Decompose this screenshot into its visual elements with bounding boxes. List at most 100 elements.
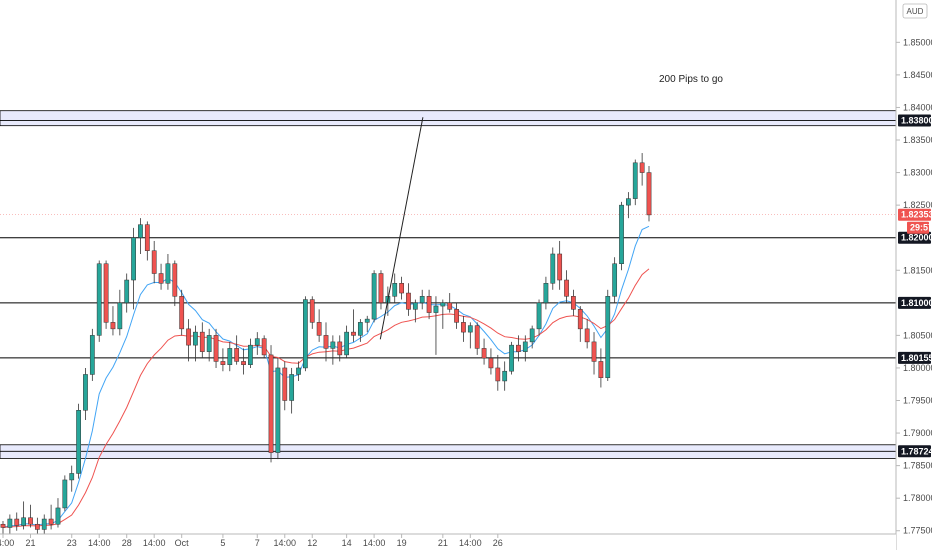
y-tick-label: 1.83500 — [903, 135, 932, 145]
x-tick-label: 5 — [220, 538, 225, 548]
y-tick-label: 1.84500 — [903, 70, 932, 80]
candle-body — [261, 338, 267, 356]
candle-body — [454, 309, 459, 323]
x-tick-label: 23 — [67, 538, 77, 548]
candle-body — [69, 473, 75, 481]
candlesticks — [0, 153, 652, 538]
time-axis[interactable]: 14:00 21 23 14:00 28 14:00 Oct 5 7 14:00 12 14 14:00… — [0, 533, 896, 550]
candle-body — [213, 335, 219, 362]
level-price-tag: 1.81000 — [901, 298, 932, 308]
candle-body — [598, 361, 604, 378]
candle-body — [199, 331, 205, 352]
candle-body — [495, 367, 501, 382]
candle-body — [316, 322, 322, 336]
candle-body — [206, 335, 212, 352]
y-tick-label: 1.82500 — [903, 200, 932, 210]
candle-body — [337, 341, 343, 356]
x-tick-label: 7 — [255, 538, 260, 548]
candle-body — [516, 344, 521, 352]
last-price-tag-bg — [898, 208, 931, 221]
candle-body — [639, 162, 645, 173]
candle-body — [502, 370, 508, 382]
candle-body — [522, 341, 528, 352]
y-tick-label: 1.79500 — [903, 396, 932, 406]
candle-body — [62, 479, 68, 509]
candle-body — [351, 331, 356, 336]
candle-body — [227, 348, 233, 365]
candle-body — [76, 410, 81, 474]
candle-body — [632, 162, 638, 199]
candle-body — [14, 518, 20, 526]
candle-body — [571, 296, 576, 310]
x-tick-label: 26 — [493, 538, 503, 548]
candle-body — [626, 198, 631, 206]
x-tick-label: Oct — [175, 538, 190, 548]
x-tick-label: 12 — [307, 538, 317, 548]
candle-body — [34, 523, 40, 530]
candle-body — [151, 250, 157, 274]
price-axis[interactable]: AUD 1.850001.845001.840001.835001.830001… — [895, 0, 932, 550]
candle-body — [543, 283, 549, 304]
annotation-text[interactable]: 200 Pips to go — [659, 74, 723, 85]
time-tick-labels: 14:00 21 23 14:00 28 14:00 Oct 5 7 14:00 12 14 14:00… — [0, 534, 503, 548]
candle-body — [619, 204, 624, 264]
candle-body — [467, 325, 473, 333]
candle-body — [344, 331, 349, 356]
candle-body — [364, 318, 370, 323]
candle-body — [55, 507, 61, 525]
candle-body — [412, 302, 418, 310]
x-tick-label: 14:00 — [0, 538, 14, 548]
last-price-tag: 1.82353 — [901, 210, 932, 220]
candle-body — [392, 283, 398, 297]
candle-body — [83, 374, 88, 411]
candle-body — [371, 273, 377, 320]
candle-body — [131, 237, 136, 281]
y-tick-label: 1.78500 — [903, 461, 932, 471]
candle-body — [399, 283, 404, 294]
trend-line — [379, 117, 424, 340]
level-price-tag: 1.80155 — [901, 353, 932, 363]
candle-body — [89, 335, 95, 375]
candle-body — [193, 331, 198, 346]
candle-body — [591, 341, 597, 362]
candle-body — [234, 348, 240, 362]
candle-body — [248, 344, 253, 365]
candle-body — [7, 518, 13, 528]
candle-body — [117, 302, 123, 330]
candle-body — [440, 302, 446, 307]
currency-badge — [902, 3, 928, 19]
x-tick-label: 14:00 — [274, 538, 297, 548]
candle-body — [144, 224, 150, 251]
candle-body — [330, 341, 336, 349]
x-tick-label: 14:00 — [143, 538, 166, 548]
candle-body — [268, 354, 274, 453]
candle-body — [110, 322, 116, 330]
candle-body — [241, 361, 246, 365]
price-tags: 1.83800 1.78724 1.82000 1.81000 1.80155 1.823… — [898, 114, 932, 458]
candle-body — [124, 279, 130, 304]
x-tick-label: 28 — [122, 538, 132, 548]
candle-body — [461, 322, 466, 333]
candle-body — [378, 273, 384, 304]
horizontal-levels — [0, 214, 896, 359]
candle-body — [21, 517, 26, 526]
candle-body — [282, 367, 288, 401]
x-tick-label: 14:00 — [88, 538, 111, 548]
candle-body — [0, 523, 6, 528]
level-price-tag: 1.82000 — [901, 233, 932, 243]
trend-line-drawing[interactable] — [379, 117, 424, 340]
price-tick-labels: 1.85000 1.84500 1.84000 1.83500 1.83000 1.825… — [896, 37, 932, 536]
candle-body — [296, 367, 301, 375]
supply-demand-zones — [0, 110, 897, 459]
candle-body — [406, 292, 411, 310]
candle-body — [289, 374, 295, 401]
x-tick-label: 14:00 — [459, 538, 482, 548]
candle-body — [48, 518, 54, 525]
zone-price-tag: 1.83800 — [901, 115, 932, 125]
candle-body — [577, 309, 583, 330]
candle-body — [474, 325, 480, 349]
candle-body — [138, 224, 143, 238]
candle-body — [41, 518, 47, 530]
level-price-tag-bg — [898, 351, 931, 364]
